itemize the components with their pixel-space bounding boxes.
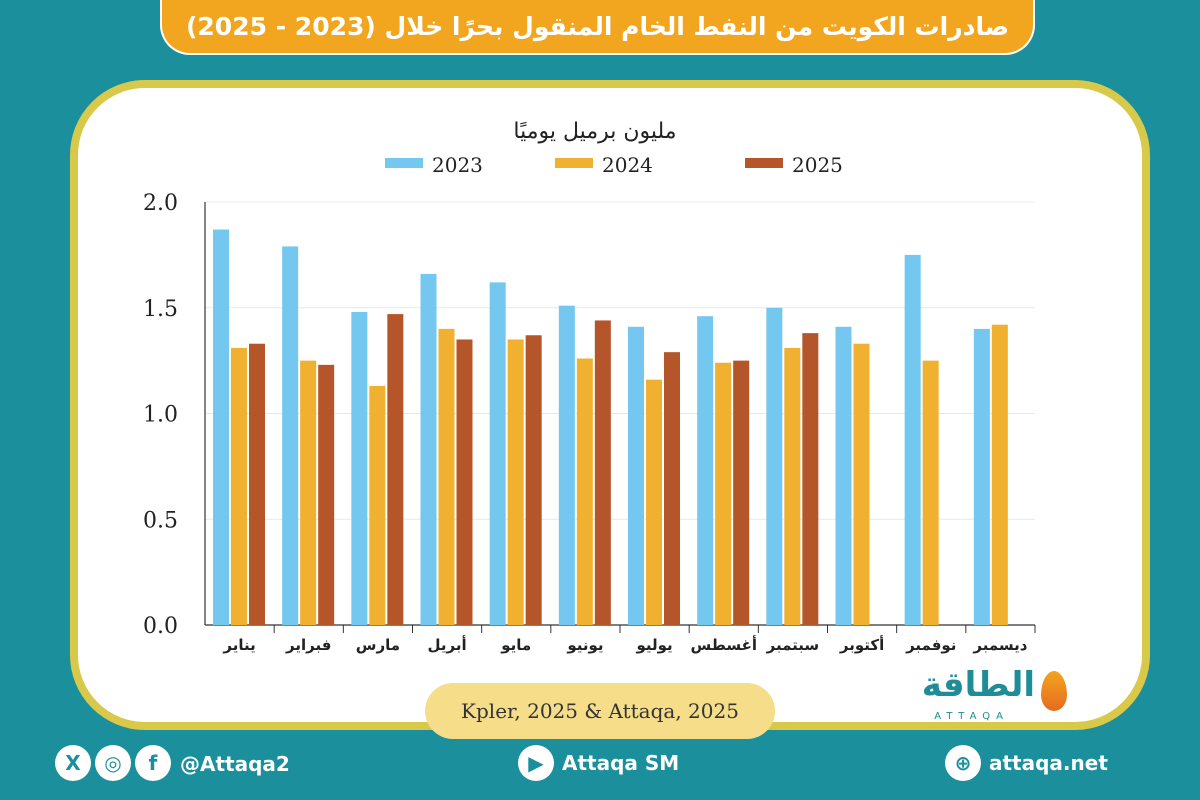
logo-name: الطاقة bbox=[921, 665, 1035, 705]
youtube-link[interactable]: ▶ Attaqa SM bbox=[518, 745, 679, 781]
bar-2024-3 bbox=[369, 386, 386, 625]
youtube-label: Attaqa SM bbox=[562, 751, 680, 775]
bar-2023-6 bbox=[558, 305, 575, 625]
bar-2025-7 bbox=[664, 352, 680, 625]
source-text: Kpler, 2025 & Attaqa, 2025 bbox=[461, 699, 739, 723]
x-tick-label: ديسمبر bbox=[972, 636, 1027, 654]
chart-unit-title: مليون برميل يوميًا bbox=[513, 119, 676, 144]
website-label: attaqa.net bbox=[989, 751, 1108, 775]
bar-2024-9 bbox=[784, 347, 801, 625]
legend-label-2023: 2023 bbox=[432, 153, 483, 177]
bar-2025-4 bbox=[456, 339, 473, 625]
bar-2024-10 bbox=[853, 343, 870, 625]
y-tick-label: 2.0 bbox=[143, 191, 178, 216]
bar-2024-8 bbox=[715, 362, 732, 625]
y-tick-label: 0.5 bbox=[143, 508, 178, 533]
bar-2023-11 bbox=[904, 254, 921, 625]
bar-2024-4 bbox=[438, 328, 455, 625]
facebook-icon[interactable]: f bbox=[135, 745, 171, 781]
legend-label-2024: 2024 bbox=[602, 153, 653, 177]
social-icons: X ◎ f bbox=[55, 745, 171, 781]
bar-2023-8 bbox=[697, 316, 714, 625]
legend-swatch-2023 bbox=[385, 158, 423, 168]
bar-2025-6 bbox=[594, 320, 611, 625]
bar-2023-10 bbox=[835, 326, 852, 625]
logo-sub: ATTAQA bbox=[934, 711, 1009, 722]
bar-2023-5 bbox=[489, 282, 506, 625]
attaqa-logo: الطاقة ATTAQA bbox=[835, 665, 1067, 725]
y-tick-label: 0.0 bbox=[143, 614, 178, 639]
x-tick-label: مارس bbox=[356, 636, 400, 654]
x-twitter-icon[interactable]: X bbox=[55, 745, 91, 781]
source-label: Kpler, 2025 & Attaqa, 2025 bbox=[425, 683, 775, 739]
bar-2024-1 bbox=[231, 347, 247, 625]
page-title: صادرات الكويت من النفط الخام المنقول بحر… bbox=[185, 12, 1010, 41]
website-link[interactable]: ⊕ attaqa.net bbox=[945, 745, 1108, 781]
legend-swatch-2025 bbox=[745, 158, 783, 168]
footer: X ◎ f @Attaqa2 ▶ Attaqa SM ⊕ attaqa.net bbox=[0, 740, 1200, 800]
x-tick-label: أغسطس bbox=[691, 635, 757, 654]
bar-2024-11 bbox=[922, 360, 939, 625]
bar-2023-7 bbox=[628, 326, 644, 625]
x-tick-label: أكتوبر bbox=[839, 635, 884, 654]
bar-2024-7 bbox=[646, 379, 662, 625]
youtube-icon: ▶ bbox=[518, 745, 554, 781]
x-tick-label: أبريل bbox=[428, 635, 467, 654]
title-bar: صادرات الكويت من النفط الخام المنقول بحر… bbox=[160, 0, 1035, 55]
x-tick-label: نوفمبر bbox=[905, 636, 956, 654]
instagram-icon[interactable]: ◎ bbox=[95, 745, 131, 781]
x-tick-label: فبراير bbox=[285, 636, 331, 654]
bar-2025-3 bbox=[387, 314, 404, 625]
x-tick-label: يناير bbox=[222, 636, 255, 654]
legend-label-2025: 2025 bbox=[792, 153, 843, 177]
bar-2024-2 bbox=[300, 360, 317, 625]
bar-2025-5 bbox=[525, 335, 542, 625]
bar-2023-9 bbox=[766, 307, 783, 625]
oil-drop-icon bbox=[1041, 671, 1067, 711]
bar-2023-4 bbox=[420, 273, 437, 625]
globe-icon: ⊕ bbox=[945, 745, 981, 781]
bar-2024-12 bbox=[991, 324, 1008, 625]
x-tick-label: يوليو bbox=[635, 636, 672, 654]
x-tick-label: سبتمبر bbox=[766, 636, 820, 654]
bar-2025-2 bbox=[318, 364, 335, 625]
bar-2023-2 bbox=[282, 246, 299, 626]
bar-2025-9 bbox=[802, 333, 819, 625]
legend-swatch-2024 bbox=[555, 158, 593, 168]
bar-2024-6 bbox=[576, 358, 593, 625]
x-tick-label: يونيو bbox=[566, 636, 603, 654]
y-tick-label: 1.5 bbox=[143, 297, 178, 322]
y-tick-label: 1.0 bbox=[143, 403, 178, 428]
bar-2023-12 bbox=[973, 328, 990, 625]
x-tick-label: مايو bbox=[500, 636, 531, 654]
bar-2024-5 bbox=[507, 339, 524, 625]
bar-2023-3 bbox=[351, 311, 368, 625]
bar-2023-1 bbox=[213, 229, 229, 625]
social-handle[interactable]: @Attaqa2 bbox=[180, 752, 290, 776]
bar-2025-1 bbox=[249, 343, 265, 625]
bar-2025-8 bbox=[733, 360, 750, 625]
